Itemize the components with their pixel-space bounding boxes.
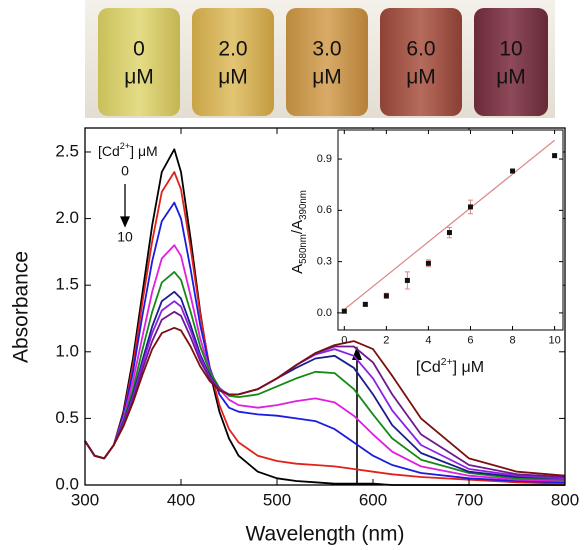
label-part: ] μM xyxy=(453,359,484,376)
y-tick-label: 0.5 xyxy=(55,408,79,427)
vial-amount: 6.0 xyxy=(406,38,435,61)
data-point xyxy=(552,153,557,158)
label-part: 2+ xyxy=(441,357,453,368)
vial xyxy=(380,8,462,116)
y-tick-label: 2.0 xyxy=(55,208,79,227)
x-tick-label: 2 xyxy=(383,334,389,346)
y-tick-label: 0.0 xyxy=(317,307,332,319)
x-tick-label: 600 xyxy=(359,491,387,510)
label-part: A xyxy=(289,264,306,274)
y-tick-label: 2.5 xyxy=(55,141,79,160)
y-axis-label: A580nm/A390nm xyxy=(289,190,309,274)
x-tick-label: 6 xyxy=(467,334,473,346)
label-part: [Cd xyxy=(416,359,441,376)
data-point xyxy=(363,302,368,307)
x-tick-label: 500 xyxy=(263,491,291,510)
vial-unit: μM xyxy=(124,66,154,89)
data-point xyxy=(426,261,431,266)
vial-unit: μM xyxy=(218,66,248,89)
vial xyxy=(98,8,180,116)
data-point xyxy=(384,293,389,298)
y-tick-label: 1.0 xyxy=(55,341,79,360)
data-point xyxy=(468,204,473,209)
vial xyxy=(286,8,368,116)
label-part: 2+ xyxy=(120,141,130,151)
annotation-to: 10 xyxy=(117,229,133,245)
data-point xyxy=(447,230,452,235)
vial-amount: 3.0 xyxy=(312,38,341,61)
x-tick-label: 400 xyxy=(167,491,195,510)
x-tick-label: 0 xyxy=(341,334,347,346)
label-part: [Cd xyxy=(98,143,120,159)
y-tick-label: 0.6 xyxy=(317,204,332,216)
figure: 0μM2.0μM3.0μM6.0μM10μM300400500600700800… xyxy=(0,0,585,550)
label-part: /A xyxy=(289,220,306,234)
label-part: 390nm xyxy=(298,190,309,220)
x-axis-label: [Cd2+] μM xyxy=(416,357,484,376)
vial-unit: μM xyxy=(312,66,342,89)
vial-unit: μM xyxy=(496,66,526,89)
vial xyxy=(474,8,548,116)
y-tick-label: 0.9 xyxy=(317,153,332,165)
x-tick-label: 4 xyxy=(425,334,431,346)
data-point xyxy=(342,309,347,314)
vial xyxy=(192,8,274,116)
y-tick-label: 0.3 xyxy=(317,256,332,268)
vial-amount: 2.0 xyxy=(218,38,247,61)
vial-amount: 0 xyxy=(133,38,145,61)
x-tick-label: 800 xyxy=(551,491,579,510)
y-axis-label: Absorbance xyxy=(10,251,33,363)
x-tick-label: 300 xyxy=(71,491,99,510)
label-part: 580nm xyxy=(298,234,309,264)
label-part: ] μM xyxy=(130,143,158,159)
annotation-from: 0 xyxy=(121,163,129,179)
y-tick-label: 1.5 xyxy=(55,275,79,294)
vial-amount: 10 xyxy=(499,38,522,61)
x-tick-label: 10 xyxy=(548,334,560,346)
data-point xyxy=(405,278,410,283)
vial-unit: μM xyxy=(406,66,436,89)
data-point xyxy=(510,169,515,174)
x-tick-label: 8 xyxy=(509,334,515,346)
spectrum-line xyxy=(85,328,565,476)
x-axis-label: Wavelength (nm) xyxy=(245,523,404,546)
annotation-arrow xyxy=(121,184,129,226)
x-tick-label: 700 xyxy=(455,491,483,510)
annotation-label: [Cd2+] μM xyxy=(98,141,158,158)
spectrum-line xyxy=(85,312,565,477)
y-tick-label: 0.0 xyxy=(55,474,79,493)
